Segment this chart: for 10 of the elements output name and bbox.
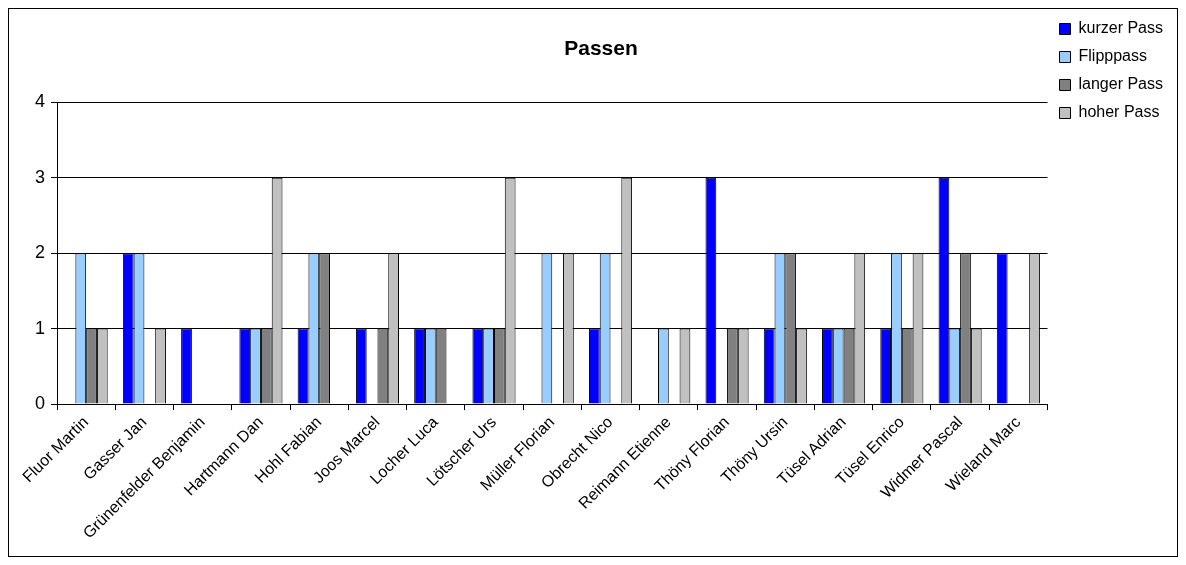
legend-label: Flipppass [1078, 47, 1147, 65]
y-tick-label: 0 [35, 393, 46, 414]
legend-label: langer Pass [1078, 75, 1164, 93]
legend-label: hoher Pass [1078, 103, 1160, 121]
chart-title: Passen [564, 36, 638, 60]
y-tick-label: 4 [35, 91, 46, 112]
y-tick-label: 1 [35, 317, 46, 338]
legend-label: kurzer Pass [1078, 19, 1163, 37]
y-tick-label: 2 [35, 242, 46, 263]
y-tick-label: 3 [35, 166, 46, 187]
